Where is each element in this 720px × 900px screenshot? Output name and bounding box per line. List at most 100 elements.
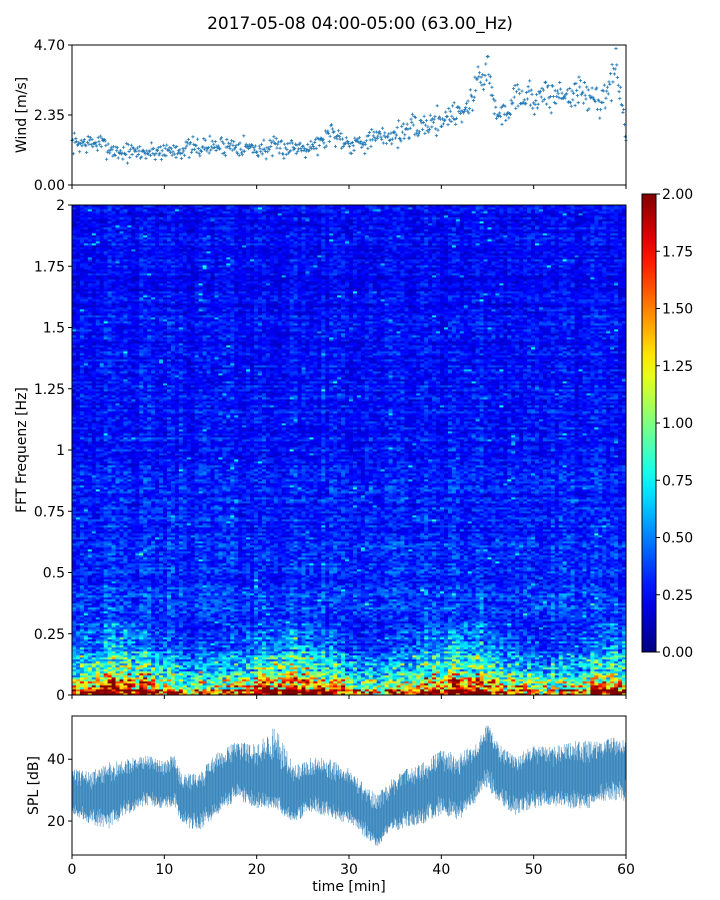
wind-point [390, 137, 395, 141]
wind-point [401, 122, 405, 126]
wind-point [481, 73, 485, 77]
wind-point [411, 123, 415, 127]
wind-point [615, 63, 619, 67]
wind-point [491, 93, 495, 98]
wind-point [191, 135, 195, 139]
wind-point [460, 120, 464, 124]
wind-point [344, 136, 348, 140]
wind-point [84, 144, 88, 148]
wind-point [498, 111, 502, 115]
wind-point [513, 83, 517, 88]
wind-point [171, 150, 175, 154]
wind-point [476, 65, 480, 69]
wind-point [474, 89, 478, 93]
wind-point [79, 138, 83, 142]
wind-point [281, 152, 285, 156]
wind-point [286, 142, 290, 146]
wind-point [423, 131, 427, 135]
wind-point [169, 150, 173, 154]
wind-point [572, 91, 576, 95]
wind-point [72, 131, 76, 135]
wind-point [259, 150, 263, 154]
wind-point [275, 146, 279, 150]
wind-point [494, 116, 499, 120]
wind-point [160, 149, 164, 153]
wind-point [337, 135, 341, 139]
wind-point [95, 148, 100, 152]
wind-point [486, 54, 490, 59]
wind-point [414, 115, 418, 120]
wind-point [347, 145, 351, 149]
wind-point [364, 139, 368, 143]
wind-point [296, 147, 301, 151]
wind-point [473, 75, 477, 79]
wind-point [135, 146, 140, 150]
wind-point [534, 99, 538, 103]
wind-point [172, 144, 176, 148]
wind-point [213, 139, 217, 144]
wind-point [613, 67, 617, 71]
wind-point [187, 155, 191, 160]
wind-point [434, 134, 439, 138]
wind-point [468, 88, 472, 92]
wind-point [540, 86, 544, 90]
wind-point [113, 153, 117, 158]
wind-point [82, 138, 86, 142]
wind-point [422, 114, 426, 118]
wind-point [302, 148, 306, 153]
wind-point [481, 88, 486, 92]
wind-point [115, 149, 119, 153]
wind-point [514, 106, 518, 111]
wind-point [285, 147, 289, 151]
wind-point [98, 142, 102, 146]
wind-point [283, 142, 287, 146]
wind-point [289, 149, 293, 153]
wind-point [90, 137, 94, 142]
wind-point [375, 136, 379, 141]
wind-point [130, 152, 134, 157]
wind-point [558, 87, 563, 91]
wind-point [400, 130, 405, 134]
wind-point [96, 135, 100, 139]
wind-point [216, 144, 220, 148]
wind-point [361, 143, 365, 147]
wind-point [182, 149, 186, 153]
wind-point [229, 139, 234, 143]
wind-point [332, 130, 336, 134]
wind-point [619, 85, 623, 89]
wind-point [180, 151, 184, 155]
wind-point [406, 127, 410, 131]
wind-point [417, 130, 422, 134]
wind-point [277, 151, 281, 155]
wind-point [514, 90, 519, 94]
wind-point [443, 118, 447, 122]
wind-point [428, 113, 432, 117]
wind-point [464, 101, 469, 106]
wind-point [502, 112, 506, 116]
wind-point [420, 127, 425, 131]
wind-point [610, 62, 614, 67]
wind-point [327, 139, 331, 144]
wind-point [126, 143, 130, 147]
wind-point [290, 141, 294, 145]
wind-point [403, 133, 407, 137]
wind-point [301, 144, 305, 148]
wind-point [598, 108, 603, 112]
wind-point [78, 150, 82, 154]
wind-point [602, 83, 607, 87]
wind-point [602, 89, 606, 93]
wind-point [116, 156, 120, 160]
wind-point [413, 133, 417, 137]
wind-point [478, 71, 482, 75]
wind-point [155, 149, 160, 153]
wind-point [387, 132, 391, 136]
wind-point [570, 89, 574, 93]
wind-point [614, 46, 618, 51]
wind-point [223, 154, 227, 158]
wind-point [572, 82, 576, 86]
wind-point [551, 94, 556, 99]
wind-point [242, 134, 246, 138]
wind-point [350, 140, 355, 145]
wind-point [393, 131, 397, 135]
wind-point [293, 146, 297, 151]
